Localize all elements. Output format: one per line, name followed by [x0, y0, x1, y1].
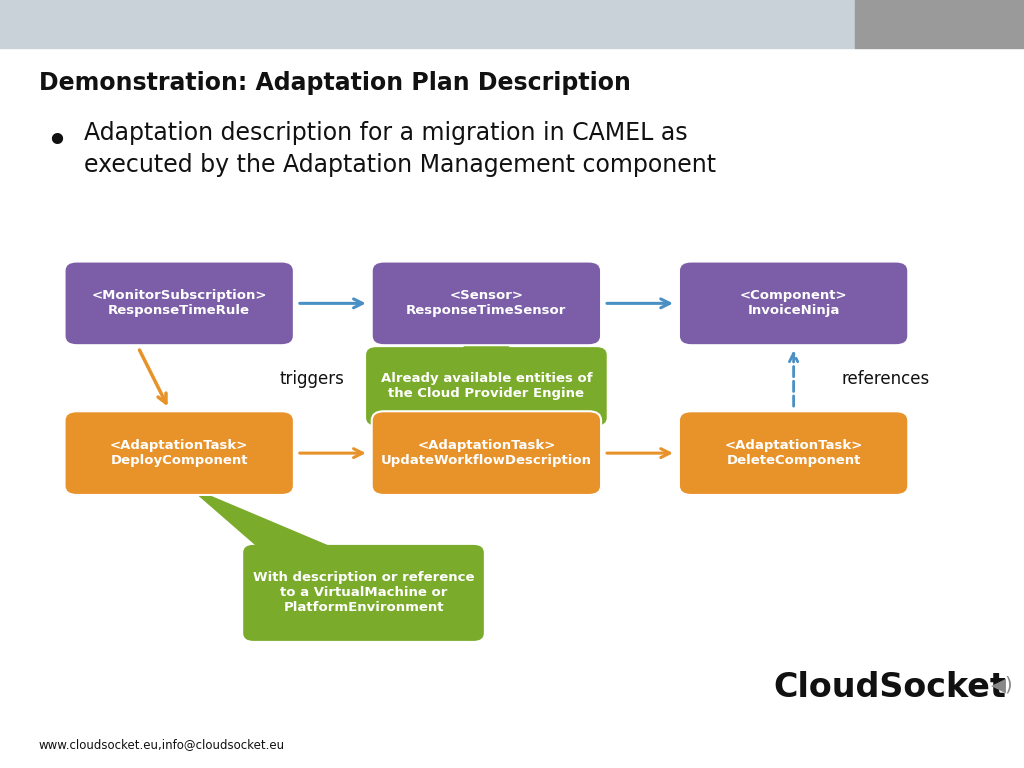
- FancyBboxPatch shape: [372, 412, 601, 495]
- Text: Adaptation description for a migration in CAMEL as
executed by the Adaptation Ma: Adaptation description for a migration i…: [84, 121, 716, 177]
- Text: Already available entities of
the Cloud Provider Engine: Already available entities of the Cloud …: [381, 372, 592, 400]
- FancyBboxPatch shape: [372, 261, 601, 346]
- FancyBboxPatch shape: [244, 545, 483, 641]
- Polygon shape: [458, 315, 515, 355]
- Bar: [0, 0, 855, 48]
- Text: references: references: [842, 369, 930, 388]
- Bar: [855, 0, 1024, 48]
- Text: With description or reference
to a VirtualMachine or
PlatformEnvironment: With description or reference to a Virtu…: [253, 571, 474, 614]
- Text: <Component>
InvoiceNinja: <Component> InvoiceNinja: [739, 290, 848, 317]
- Text: ◀): ◀): [991, 676, 1014, 694]
- FancyBboxPatch shape: [367, 347, 606, 425]
- FancyBboxPatch shape: [679, 412, 908, 495]
- FancyBboxPatch shape: [679, 261, 908, 346]
- Text: www.cloudsocket.eu,info@cloudsocket.eu: www.cloudsocket.eu,info@cloudsocket.eu: [39, 738, 285, 751]
- Text: <Sensor>
ResponseTimeSensor: <Sensor> ResponseTimeSensor: [407, 290, 566, 317]
- Text: CloudSocket: CloudSocket: [773, 671, 1006, 703]
- Text: •: •: [45, 123, 68, 161]
- Text: Demonstration: Adaptation Plan Description: Demonstration: Adaptation Plan Descripti…: [39, 71, 631, 94]
- Text: <AdaptationTask>
DeployComponent: <AdaptationTask> DeployComponent: [110, 439, 249, 467]
- Text: <AdaptationTask>
DeleteComponent: <AdaptationTask> DeleteComponent: [724, 439, 863, 467]
- FancyBboxPatch shape: [65, 261, 294, 346]
- Text: <MonitorSubscription>
ResponseTimeRule: <MonitorSubscription> ResponseTimeRule: [91, 290, 267, 317]
- FancyBboxPatch shape: [65, 412, 294, 495]
- Text: triggers: triggers: [280, 369, 345, 388]
- Polygon shape: [186, 485, 346, 553]
- Text: <AdaptationTask>
UpdateWorkflowDescription: <AdaptationTask> UpdateWorkflowDescripti…: [381, 439, 592, 467]
